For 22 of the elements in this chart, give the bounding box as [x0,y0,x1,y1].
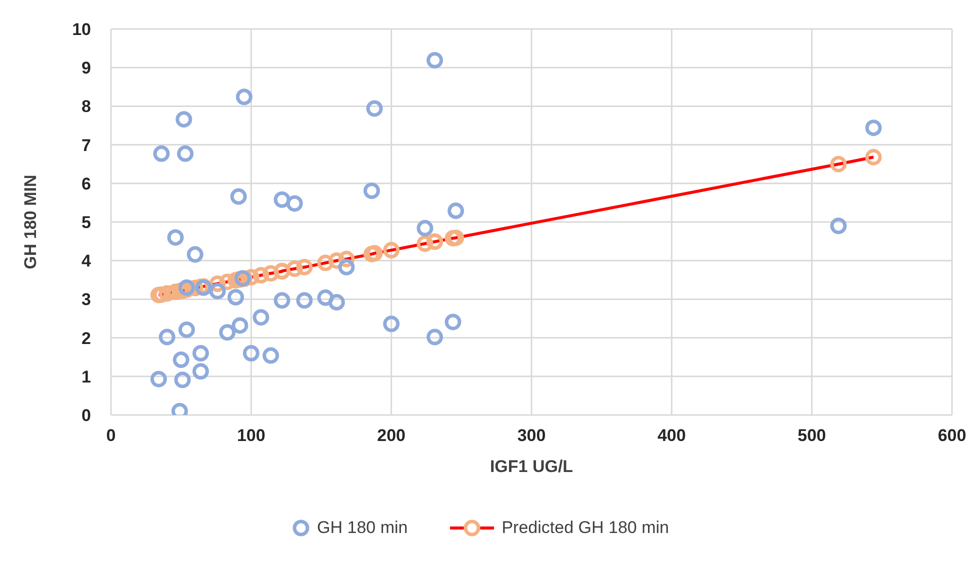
y-tick-label: 9 [82,58,91,78]
y-tick-label: 7 [82,136,91,155]
x-axis-title: IGF1 UG/L [490,457,574,476]
x-tick-label: 200 [377,426,406,446]
y-axis-title: GH 180 MIN [21,174,40,270]
legend-label: GH 180 min [317,518,408,538]
y-tick-label: 2 [82,328,91,348]
y-tick-label: 5 [82,213,91,232]
x-tick-label: 500 [798,426,826,446]
x-tick-label: 100 [236,426,266,446]
x-tick-label: 0 [106,426,116,446]
y-tick-label: 3 [82,290,91,310]
x-tick-label: 400 [657,426,686,446]
y-tick-label: 6 [82,174,91,194]
y-tick-label: 1 [82,367,91,386]
y-tick-label: 10 [72,20,91,40]
x-tick-label: 600 [938,426,966,446]
y-tick-label: 4 [82,252,92,271]
legend-label: Predicted GH 180 min [502,518,669,538]
y-tick-label: 0 [82,406,91,426]
x-tick-label: 300 [517,426,546,446]
y-tick-label: 8 [82,97,91,116]
